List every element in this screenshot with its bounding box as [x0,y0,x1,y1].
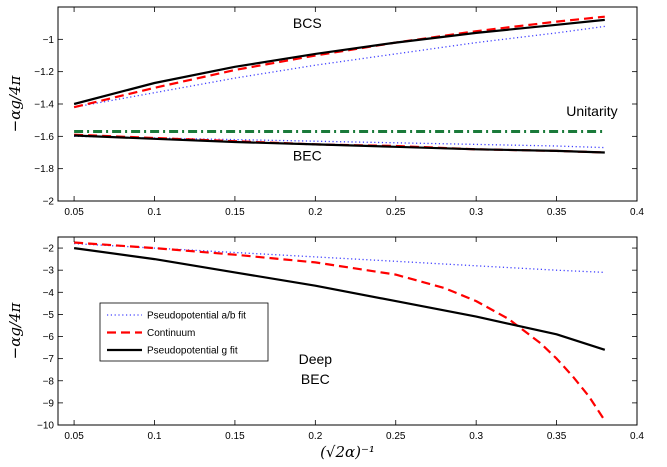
x-tick-label: 0.15 [225,207,245,218]
x-tick-label: 0.3 [469,431,483,442]
annotation-deep: Deep [299,351,333,367]
y-tick-label: −2 [43,244,55,255]
x-tick-label: 0.25 [386,207,406,218]
x-tick-label: 0.3 [469,207,483,218]
series-line-dotted-4 [74,135,605,149]
y-tick-label: −1 [43,35,55,46]
axes-frame [57,6,638,202]
x-tick-label: 0.4 [630,207,644,218]
y-tick-label: −5 [43,310,55,321]
x-tick-label: 0.25 [386,431,406,442]
series-line-solid-6 [74,134,605,154]
y-tick-label: −10 [37,421,54,432]
bottom-panel: 0.05 0.1 0.15 0.2 0.25 0.3 0.35 0.4 −10 −9 −8 −7 −6 −… [6,236,644,461]
x-tick-label: 0.05 [64,431,84,442]
x-tick-label: 0.1 [148,431,162,442]
series-line-continuum [74,241,606,422]
x-tick-label: 0.4 [630,431,644,442]
y-tick-label: −1.4 [34,100,54,111]
top-panel: 0.05 0.1 0.15 0.2 0.25 0.3 0.35 0.4 −2 −1.8 −1.6 −1… [6,6,644,218]
x-tick-label: 0.15 [225,431,245,442]
series-line-dotted-0 [73,25,605,108]
x-tick-label: 0.2 [308,207,322,218]
plot-area [73,15,605,154]
legend-label: Pseudopotential g fit [147,346,238,357]
x-tick-label: 0.35 [547,431,567,442]
legend-label: Continuum [147,328,195,339]
series-line-solid-2 [73,18,605,106]
x-tick-label: 0.05 [64,207,84,218]
legend-label: Pseudopotential a/b fit [147,311,246,322]
plot-area [73,241,606,422]
y-tick-label: −2 [43,197,55,208]
series-line-pseudopotential-a-b-fit [74,242,605,274]
y-tick-label: −1.6 [34,132,54,143]
annotation-bec: BEC [293,148,322,164]
y-axis-label: −αg/4π [6,301,24,359]
y-tick-label: −6 [43,332,55,343]
series-line-pseudopotential-g-fit [73,247,606,351]
y-tick-label: −8 [43,376,55,387]
x-tick-label: 0.1 [148,207,162,218]
y-tick-label: −3 [43,266,55,277]
x-tick-label: 0.35 [547,207,567,218]
annotation-bcs: BCS [293,15,322,31]
legend: Pseudopotential a/b fit Continuum Pseudopo… [99,302,269,362]
y-tick-label: −7 [43,354,55,365]
series-line-dashed-1 [73,15,605,109]
axes-frame [57,236,638,426]
y-tick-label: −4 [43,288,55,299]
y-tick-label: −1.2 [34,67,54,78]
y-axis-label: −αg/4π [6,74,24,132]
x-axis-label: (√2α)⁻¹ [320,443,375,461]
annotation-bec: BEC [301,371,330,387]
y-tick-label: −1.8 [34,164,54,175]
annotation-unitarity: Unitarity [566,103,617,119]
y-tick-label: −9 [43,398,55,409]
x-tick-label: 0.2 [308,431,322,442]
